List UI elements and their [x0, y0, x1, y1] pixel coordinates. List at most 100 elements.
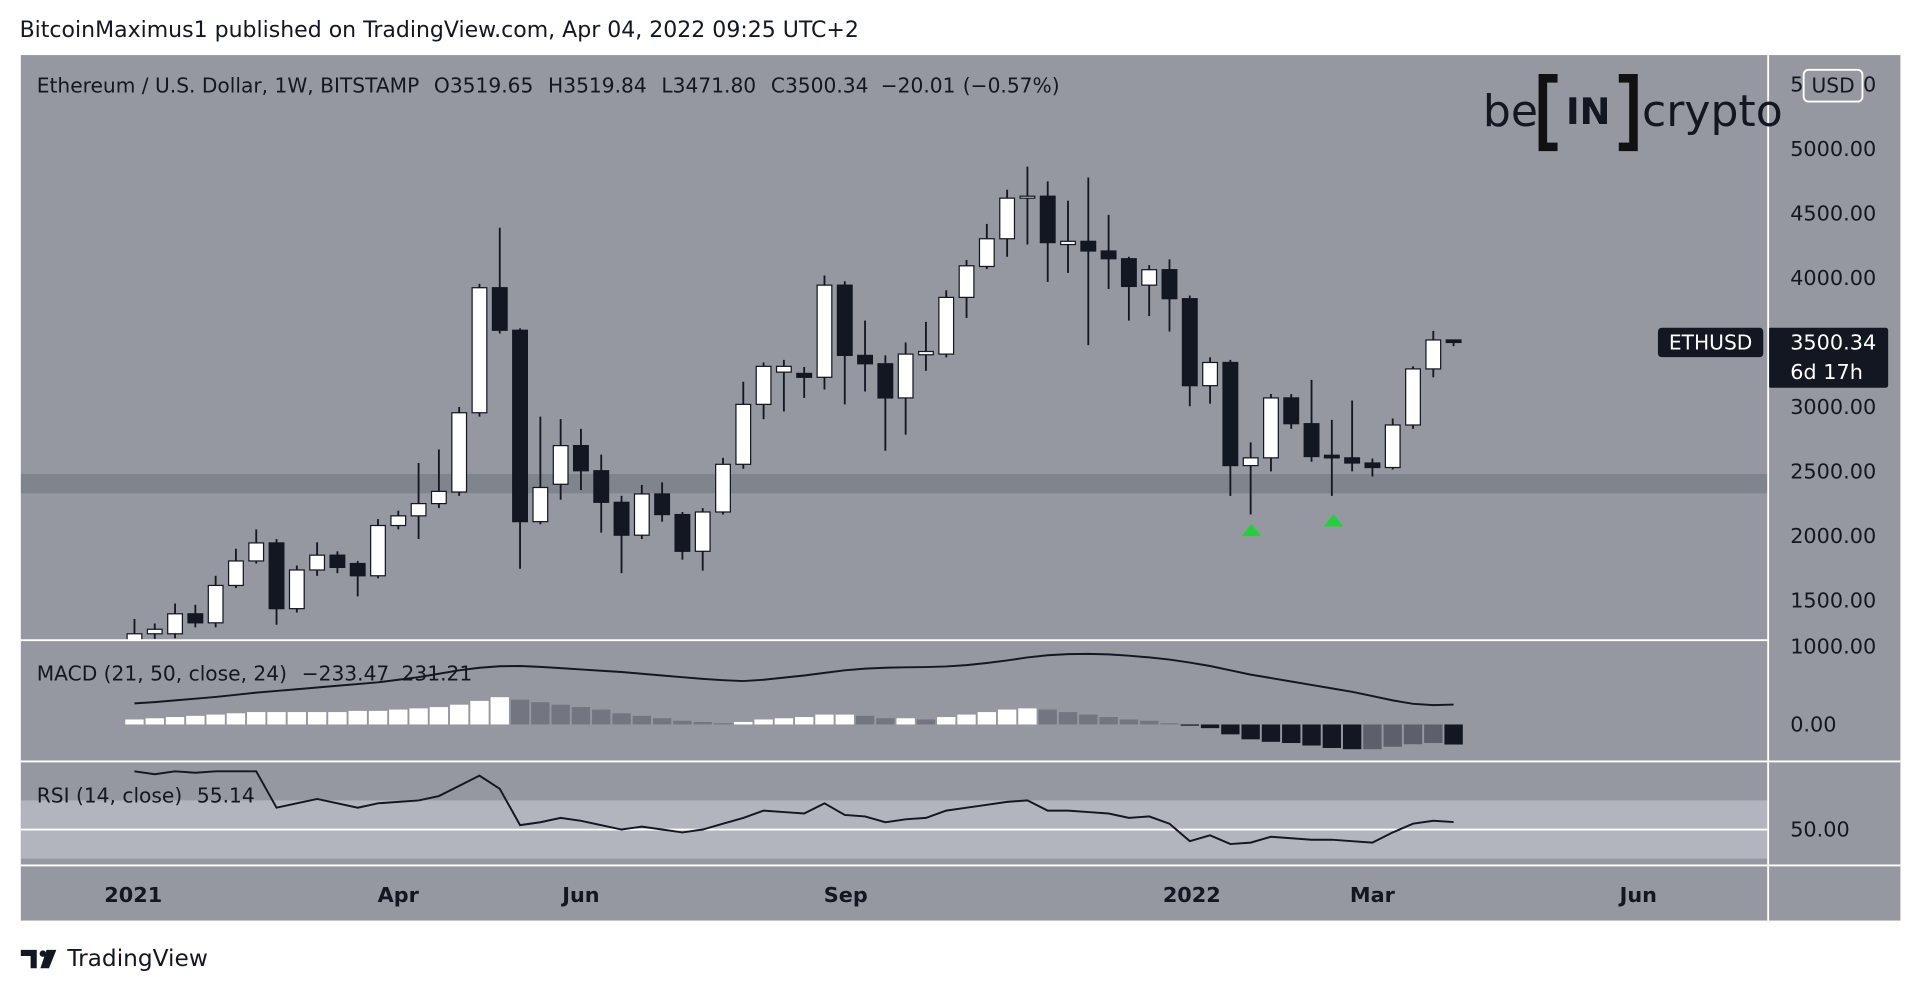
candle-body — [187, 613, 204, 624]
logo-text: IN — [1566, 90, 1610, 133]
macd-histogram-bar — [348, 710, 367, 725]
footer: TradingView — [20, 945, 208, 972]
logo: be IN crypto — [1483, 74, 1783, 152]
macd-histogram-bar — [592, 709, 611, 725]
macd-histogram-bar — [1383, 724, 1402, 747]
candle-body — [694, 511, 711, 552]
macd-histogram-bar — [876, 718, 895, 725]
candle-body — [471, 287, 488, 414]
candle-body — [1303, 423, 1320, 458]
macd-line-value: 231.21 — [402, 661, 473, 685]
macd-histogram-bar — [896, 718, 915, 725]
candle-body — [1445, 339, 1462, 344]
candle-body — [1262, 397, 1279, 459]
legend: Ethereum / U.S. Dollar, 1W, BITSTAMP O351… — [37, 74, 1060, 98]
x-tick-label: 2021 — [104, 883, 162, 907]
y-tick-label: 1500.00 — [1790, 588, 1876, 612]
candle-body — [146, 628, 163, 635]
candle-body — [857, 354, 874, 365]
candle-body — [613, 501, 630, 536]
x-tick-label: 2022 — [1163, 883, 1221, 907]
macd-histogram-bar — [328, 712, 347, 725]
y-tick-label: 50.00 — [1790, 818, 1850, 842]
legend-value: 3519.84 — [563, 74, 646, 98]
macd-histogram-bar — [571, 707, 591, 725]
rsi-pane — [20, 770, 1769, 859]
macd-histogram-bar — [835, 714, 854, 725]
logo-text: be — [1483, 86, 1538, 137]
price-badge-countdown: 6d 17h — [1790, 360, 1863, 384]
pane-separators — [20, 55, 1901, 921]
macd-histogram-bar — [1261, 724, 1281, 742]
macd-histogram-bar — [612, 713, 631, 725]
candle-body — [1364, 462, 1381, 469]
macd-histogram-bar — [226, 713, 246, 725]
candle-body — [674, 513, 691, 552]
candle-body — [654, 493, 671, 516]
macd-histogram-bar — [754, 719, 773, 725]
price-badge-value: 3500.34 — [1790, 330, 1876, 354]
macd-legend: MACD (21, 50, close, 24) −233.47 231.21 — [37, 661, 472, 685]
candle-body — [917, 350, 934, 356]
macd-histogram-bar — [673, 720, 692, 725]
macd-histogram-bar — [632, 715, 652, 725]
logo-bracket — [1618, 74, 1638, 152]
macd-histogram-bar — [145, 718, 164, 725]
candle-body — [451, 412, 468, 493]
macd-histogram-bar — [267, 712, 286, 725]
macd-histogram-bar — [1322, 724, 1342, 749]
macd-histogram-bar — [713, 723, 733, 725]
macd-line — [134, 652, 1454, 707]
candle-body — [1202, 361, 1219, 387]
macd-histogram-bar — [815, 714, 834, 725]
candle-body — [1222, 361, 1239, 467]
candle-body — [1242, 457, 1259, 467]
macd-histogram-bar — [1099, 717, 1118, 725]
macd-histogram-bar — [490, 697, 509, 725]
candle-body — [775, 365, 792, 373]
macd-histogram-bar — [916, 719, 936, 725]
candle-body — [1080, 240, 1097, 252]
candle-body — [1344, 457, 1361, 464]
rsi-title: RSI (14, close) — [37, 784, 183, 808]
macd-histogram-bar — [1221, 724, 1240, 735]
legend-symbol: Ethereum / U.S. Dollar, 1W, BITSTAMP — [37, 74, 420, 98]
candle-body — [796, 372, 813, 378]
candle-body — [897, 353, 914, 399]
macd-histogram-bar — [389, 709, 408, 725]
candle-body — [288, 569, 305, 610]
rsi-legend: RSI (14, close) 55.14 — [37, 784, 255, 808]
macd-histogram-bar — [1180, 724, 1199, 726]
legend-value: 3500.34 — [785, 74, 868, 98]
macd-histogram-bar — [449, 704, 469, 725]
macd-histogram-bar — [1444, 724, 1463, 745]
macd-histogram-bar — [1363, 724, 1382, 750]
candle-body — [1100, 250, 1117, 260]
footer-brand: TradingView — [66, 945, 208, 972]
macd-histogram-bar — [1140, 720, 1159, 725]
y-tick-label: 3000.00 — [1790, 395, 1876, 419]
x-tick-label: Sep — [824, 883, 868, 907]
macd-histogram-bar — [1403, 724, 1423, 745]
macd-title: MACD (21, 50, close, 24) — [37, 661, 287, 685]
candle-body — [1161, 269, 1178, 300]
axes: 2021 Apr Jun Sep 2022 Mar Jun 1000.00 1500.00 200… — [104, 68, 1889, 907]
macd-histogram-bar — [247, 712, 266, 725]
candle-body — [633, 493, 650, 536]
legend-value: 3471.80 — [673, 74, 756, 98]
candle-body — [491, 287, 508, 331]
macd-histogram-bar — [307, 712, 327, 725]
macd-histogram-bar — [734, 721, 753, 725]
candle-body — [755, 365, 772, 405]
y-tick-label: 0.00 — [1790, 712, 1836, 736]
macd-histogram-bar — [794, 717, 814, 725]
candle-body — [167, 613, 184, 635]
candle-body — [1141, 269, 1158, 286]
candle-body — [532, 486, 549, 523]
legend-change-pct: (−0.57%) — [963, 74, 1060, 98]
candle-body — [1425, 339, 1442, 370]
macd-histogram-bar — [774, 718, 794, 725]
macd-histogram-bar — [125, 719, 144, 725]
candle-body — [370, 524, 386, 577]
